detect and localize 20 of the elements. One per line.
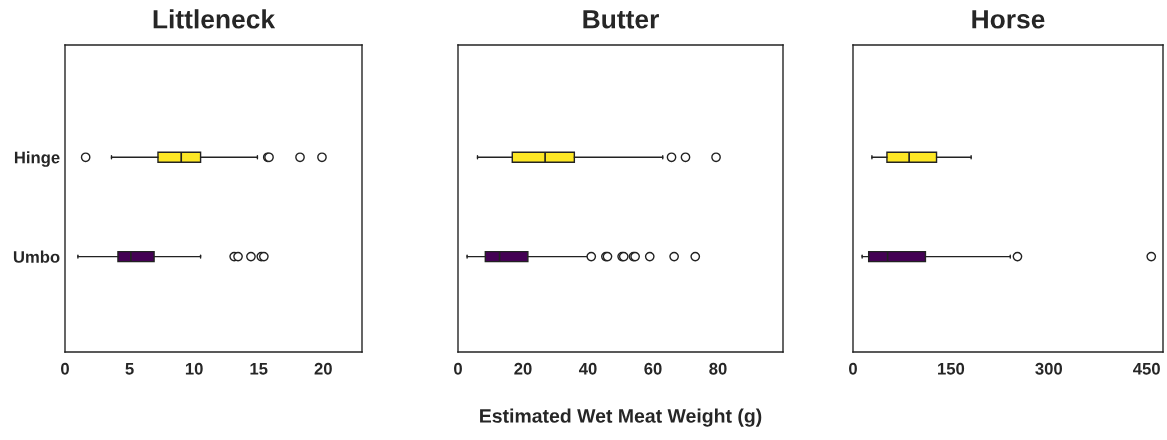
x-tick-label: 80 (709, 362, 727, 375)
x-tick-label: 300 (1035, 362, 1063, 375)
x-tick-label: 150 (938, 362, 965, 375)
x-tick-label: 450 (1133, 362, 1160, 375)
chart-title: Butter (583, 10, 659, 29)
x-axis-title: Estimated Wet Meat Weight (g) (480, 408, 762, 427)
x-tick-label: 20 (514, 362, 532, 375)
y-tick-label: Hinge (14, 151, 60, 167)
x-tick-label: 60 (644, 362, 662, 375)
chart-title: Horse (972, 10, 1045, 29)
x-tick-label: 0 (849, 362, 857, 375)
y-tick-label: Umbo (13, 250, 60, 263)
x-tick-label: 20 (314, 362, 332, 375)
x-tick-label: 0 (454, 362, 462, 375)
x-tick-label: 0 (61, 362, 69, 375)
x-tick-label: 40 (578, 362, 597, 375)
x-tick-label: 10 (185, 362, 203, 375)
chart-title: Littleneck (153, 9, 276, 29)
x-tick-label: 15 (250, 363, 268, 375)
x-tick-label: 5 (125, 363, 134, 375)
